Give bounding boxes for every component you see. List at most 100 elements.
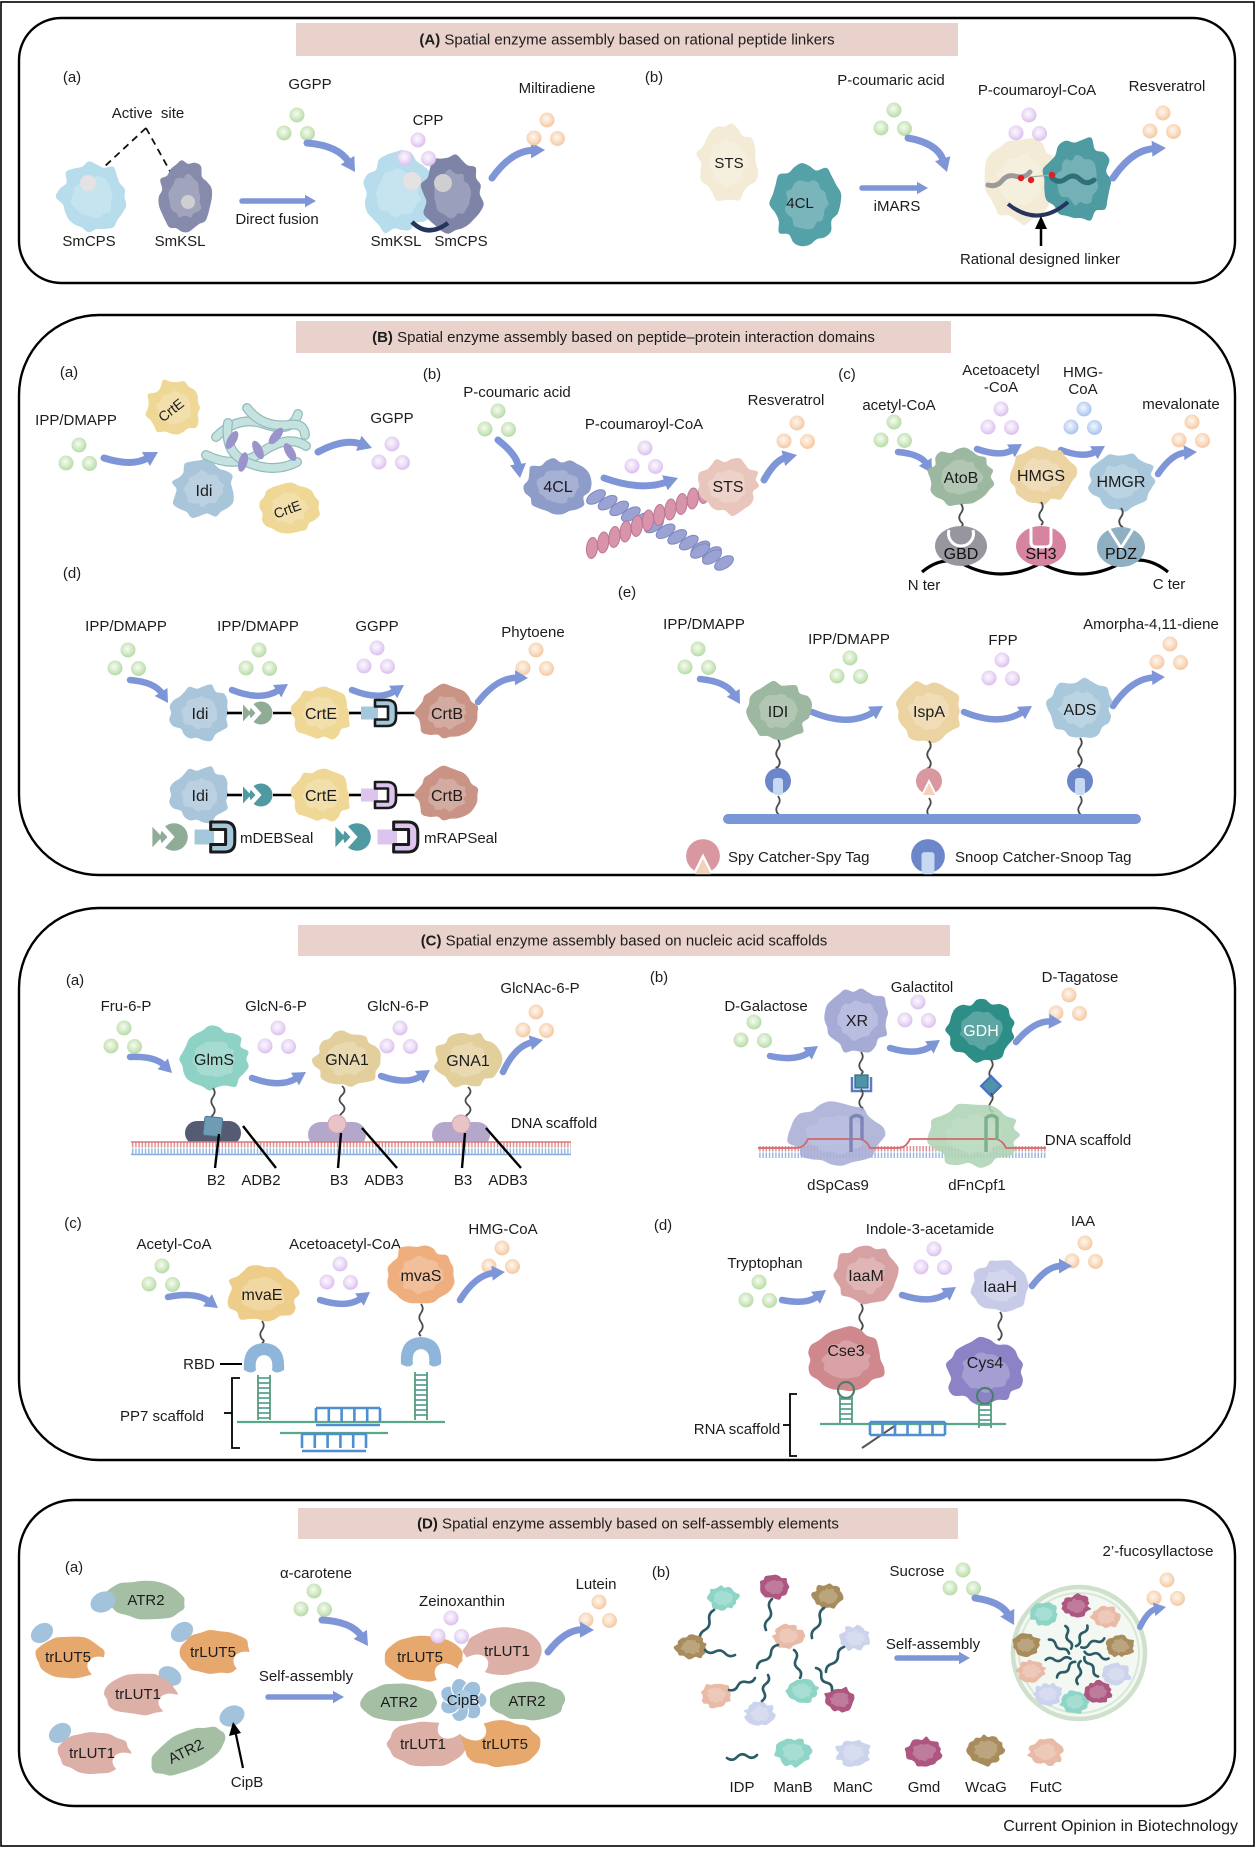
svg-text:IDP: IDP [729,1779,754,1796]
svg-text:C ter: C ter [1153,576,1186,593]
svg-text:CoA: CoA [1068,381,1097,398]
svg-text:(C) Spatial enzyme assembly ba: (C) Spatial enzyme assembly based on nuc… [421,933,828,950]
svg-text:trLUT5: trLUT5 [482,1736,528,1753]
svg-text:mRAPSeal: mRAPSeal [424,830,497,847]
svg-text:(c): (c) [838,366,856,383]
svg-text:FutC: FutC [1030,1779,1063,1796]
svg-text:Snoop Catcher-Snoop Tag: Snoop Catcher-Snoop Tag [955,849,1132,866]
svg-text:IPP/DMAPP: IPP/DMAPP [663,616,745,633]
svg-text:PDZ: PDZ [1105,546,1137,563]
svg-text:IaaH: IaaH [983,1279,1017,1296]
svg-text:dSpCas9: dSpCas9 [807,1177,869,1194]
svg-text:GlcN-6-P: GlcN-6-P [245,998,307,1015]
svg-text:RNA scaffold: RNA scaffold [694,1421,780,1438]
svg-text:(A) Spatial enzyme assembly ba: (A) Spatial enzyme assembly based on rat… [419,32,834,49]
svg-text:(a): (a) [60,364,78,381]
svg-text:Idi: Idi [192,706,209,723]
svg-text:GNA1: GNA1 [325,1052,369,1069]
svg-text:trLUT5: trLUT5 [190,1644,236,1661]
svg-text:SmKSL: SmKSL [155,233,206,250]
svg-text:IPP/DMAPP: IPP/DMAPP [217,618,299,635]
svg-text:CrtE: CrtE [305,788,337,805]
svg-text:Rational designed linker: Rational designed linker [960,251,1120,268]
svg-text:(b): (b) [645,69,663,86]
svg-text:P-coumaric acid: P-coumaric acid [837,72,945,89]
svg-text:Self-assembly: Self-assembly [259,1668,354,1685]
svg-text:IPP/DMAPP: IPP/DMAPP [808,631,890,648]
svg-text:B3: B3 [454,1172,472,1189]
svg-text:CipB: CipB [231,1774,264,1791]
svg-text:mvaE: mvaE [242,1287,283,1304]
svg-text:GGPP: GGPP [370,410,413,427]
svg-text:XR: XR [846,1013,868,1030]
svg-text:HMGS: HMGS [1017,468,1065,485]
svg-text:IspA: IspA [913,704,945,721]
svg-text:mvaS: mvaS [401,1268,442,1285]
svg-text:Idi: Idi [192,788,209,805]
svg-text:Idi: Idi [196,483,213,500]
svg-text:N ter: N ter [908,577,941,594]
svg-text:-CoA: -CoA [984,379,1018,396]
svg-text:trLUT1: trLUT1 [69,1745,115,1762]
svg-text:ADB3: ADB3 [364,1172,403,1189]
svg-text:P-coumaric acid: P-coumaric acid [463,384,571,401]
svg-text:D-Galactose: D-Galactose [724,998,807,1015]
svg-text:(c): (c) [64,1215,82,1232]
svg-text:ManC: ManC [833,1779,873,1796]
svg-text:ADB2: ADB2 [241,1172,280,1189]
svg-text:GGPP: GGPP [355,618,398,635]
svg-text:(b): (b) [423,366,441,383]
svg-text:Cys4: Cys4 [967,1355,1004,1372]
svg-text:Lutein: Lutein [576,1576,617,1593]
svg-text:DNA scaffold: DNA scaffold [511,1115,597,1132]
svg-text:mDEBSeal: mDEBSeal [240,830,313,847]
svg-text:Acetoacetyl: Acetoacetyl [962,362,1040,379]
svg-text:IPP/DMAPP: IPP/DMAPP [85,618,167,635]
svg-text:4CL: 4CL [543,479,572,496]
svg-text:CrtE: CrtE [305,706,337,723]
svg-text:Phytoene: Phytoene [501,624,564,641]
svg-text:ADS: ADS [1064,702,1097,719]
svg-text:ManB: ManB [773,1779,812,1796]
svg-text:Miltiradiene: Miltiradiene [519,80,596,97]
svg-text:WcaG: WcaG [965,1779,1007,1796]
svg-text:Resveratrol: Resveratrol [748,392,825,409]
svg-text:GlcNAc-6-P: GlcNAc-6-P [500,980,579,997]
svg-text:Active site: Active site [112,105,185,122]
svg-text:Spy Catcher-Spy Tag: Spy Catcher-Spy Tag [728,849,869,866]
svg-text:Indole-3-acetamide: Indole-3-acetamide [866,1221,994,1238]
svg-text:ADB3: ADB3 [488,1172,527,1189]
svg-text:Zeinoxanthin: Zeinoxanthin [419,1593,505,1610]
svg-text:trLUT1: trLUT1 [484,1643,530,1660]
svg-text:Gmd: Gmd [908,1779,941,1796]
svg-text:Galactitol: Galactitol [891,979,954,996]
svg-text:Cse3: Cse3 [827,1343,864,1360]
svg-text:(a): (a) [65,1559,83,1576]
svg-text:(e): (e) [618,584,636,601]
svg-text:IDI: IDI [768,704,788,721]
svg-text:dFnCpf1: dFnCpf1 [948,1177,1006,1194]
svg-text:SH3: SH3 [1025,546,1056,563]
svg-text:ATR2: ATR2 [508,1693,545,1710]
svg-text:ATR2: ATR2 [127,1592,164,1609]
svg-text:Current Opinion in Biotechnolo: Current Opinion in Biotechnology [1003,1818,1238,1835]
svg-text:P-coumaroyl-CoA: P-coumaroyl-CoA [978,82,1096,99]
svg-text:CrtB: CrtB [431,706,463,723]
svg-text:D-Tagatose: D-Tagatose [1042,969,1119,986]
svg-text:2’-fucosyllactose: 2’-fucosyllactose [1103,1543,1214,1560]
svg-text:Acetoacetyl-CoA: Acetoacetyl-CoA [289,1236,401,1253]
svg-text:trLUT1: trLUT1 [115,1686,161,1703]
svg-text:STS: STS [714,155,743,172]
svg-text:B3: B3 [330,1172,348,1189]
svg-text:AtoB: AtoB [944,470,979,487]
svg-text:GDH: GDH [963,1023,999,1040]
svg-text:GBD: GBD [944,546,979,563]
svg-text:HMGR: HMGR [1097,474,1146,491]
svg-text:4CL: 4CL [786,195,814,212]
svg-text:B2: B2 [207,1172,225,1189]
svg-text:SmCPS: SmCPS [62,233,115,250]
svg-text:CPP: CPP [413,112,444,129]
svg-text:CipB: CipB [447,1692,480,1709]
svg-text:ATR2: ATR2 [380,1694,417,1711]
svg-text:IaaM: IaaM [848,1268,884,1285]
